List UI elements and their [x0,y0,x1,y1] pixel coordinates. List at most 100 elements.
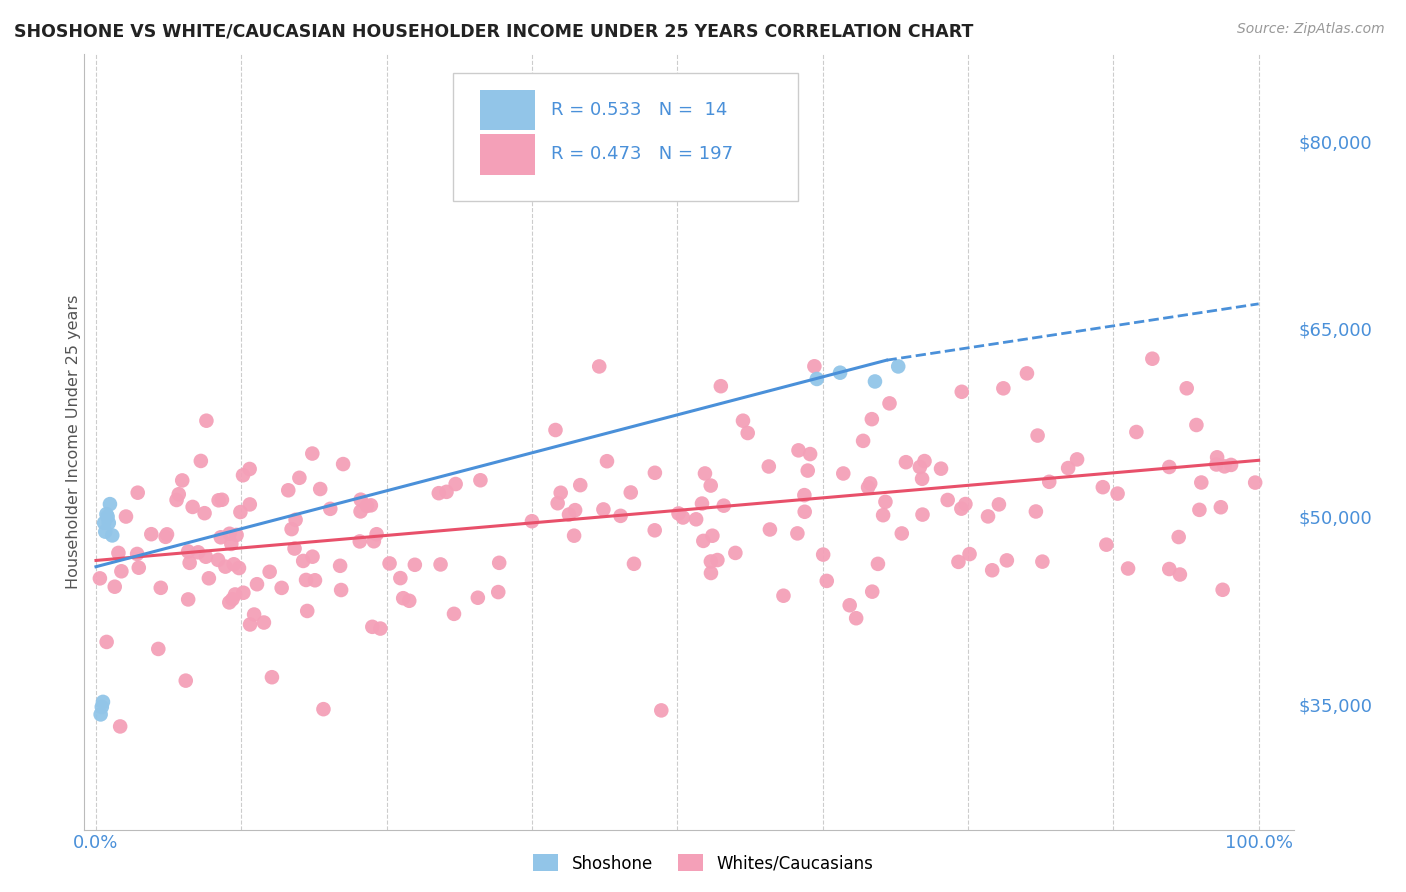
Point [786,526,808,541]
Point [1189,475,1212,490]
Point [246,577,269,591]
Point [815,574,838,588]
Point [436,484,458,499]
Point [232,468,254,483]
Point [588,359,610,374]
Point [1125,425,1147,439]
Point [830,366,852,380]
Point [1159,460,1181,475]
Point [141,527,163,541]
Point [1026,428,1049,442]
Point [221,592,243,607]
Point [260,670,283,684]
Point [845,611,868,625]
Point [890,526,912,541]
Point [981,563,1004,577]
Point [838,599,860,613]
Point [564,503,586,517]
Point [209,530,232,544]
Point [181,500,204,514]
FancyBboxPatch shape [453,73,797,201]
Point [207,553,229,567]
Point [392,591,415,606]
Point [221,537,243,551]
Point [987,497,1010,511]
Point [93,516,115,530]
Point [787,443,810,458]
Point [758,459,780,474]
Point [737,425,759,440]
Point [239,617,262,632]
Point [211,492,233,507]
Point [1107,486,1129,500]
Point [859,476,882,491]
Point [97,516,120,530]
Point [803,359,825,374]
Point [995,553,1018,567]
Point [863,375,886,389]
Point [98,497,121,511]
Point [936,493,959,508]
Point [97,509,120,524]
Point [894,455,917,469]
Point [644,466,666,480]
Point [329,558,352,573]
Point [1025,504,1047,518]
Point [229,505,252,519]
Point [950,501,973,516]
Point [1095,538,1118,552]
Point [280,522,302,536]
Point [644,524,666,538]
Point [225,528,247,542]
Point [470,473,492,487]
Point [115,509,138,524]
Point [959,547,981,561]
Point [270,581,292,595]
Point [349,534,371,549]
Point [1188,503,1211,517]
Point [713,499,735,513]
Point [1206,450,1229,465]
Point [155,530,177,544]
Point [198,571,221,585]
Point [330,582,353,597]
Point [350,492,373,507]
Point [167,487,190,501]
Point [1175,381,1198,395]
Point [710,379,733,393]
Point [108,719,131,733]
Point [1220,458,1243,472]
Point [875,495,897,509]
Point [398,594,420,608]
Point [569,478,592,492]
Point [195,414,218,428]
Point [562,529,585,543]
Point [228,561,250,575]
Point [609,508,631,523]
Point [911,508,934,522]
Point [520,514,543,528]
Point [363,534,385,549]
Point [239,462,262,476]
Point [596,454,619,468]
Point [929,461,952,475]
Point [467,591,489,605]
Point [127,547,149,561]
Point [378,557,401,571]
Point [94,524,117,539]
Point [486,585,509,599]
Point [301,446,323,460]
Point [1213,459,1236,474]
Point [693,467,716,481]
Point [361,620,384,634]
Point [404,558,426,572]
Point [107,546,129,560]
Point [731,414,754,428]
Point [128,560,150,574]
Point [148,642,170,657]
Point [427,486,450,500]
Point [1159,562,1181,576]
Point [389,571,412,585]
Point [911,472,934,486]
Y-axis label: Householder Income Under 25 years: Householder Income Under 25 years [66,294,80,589]
